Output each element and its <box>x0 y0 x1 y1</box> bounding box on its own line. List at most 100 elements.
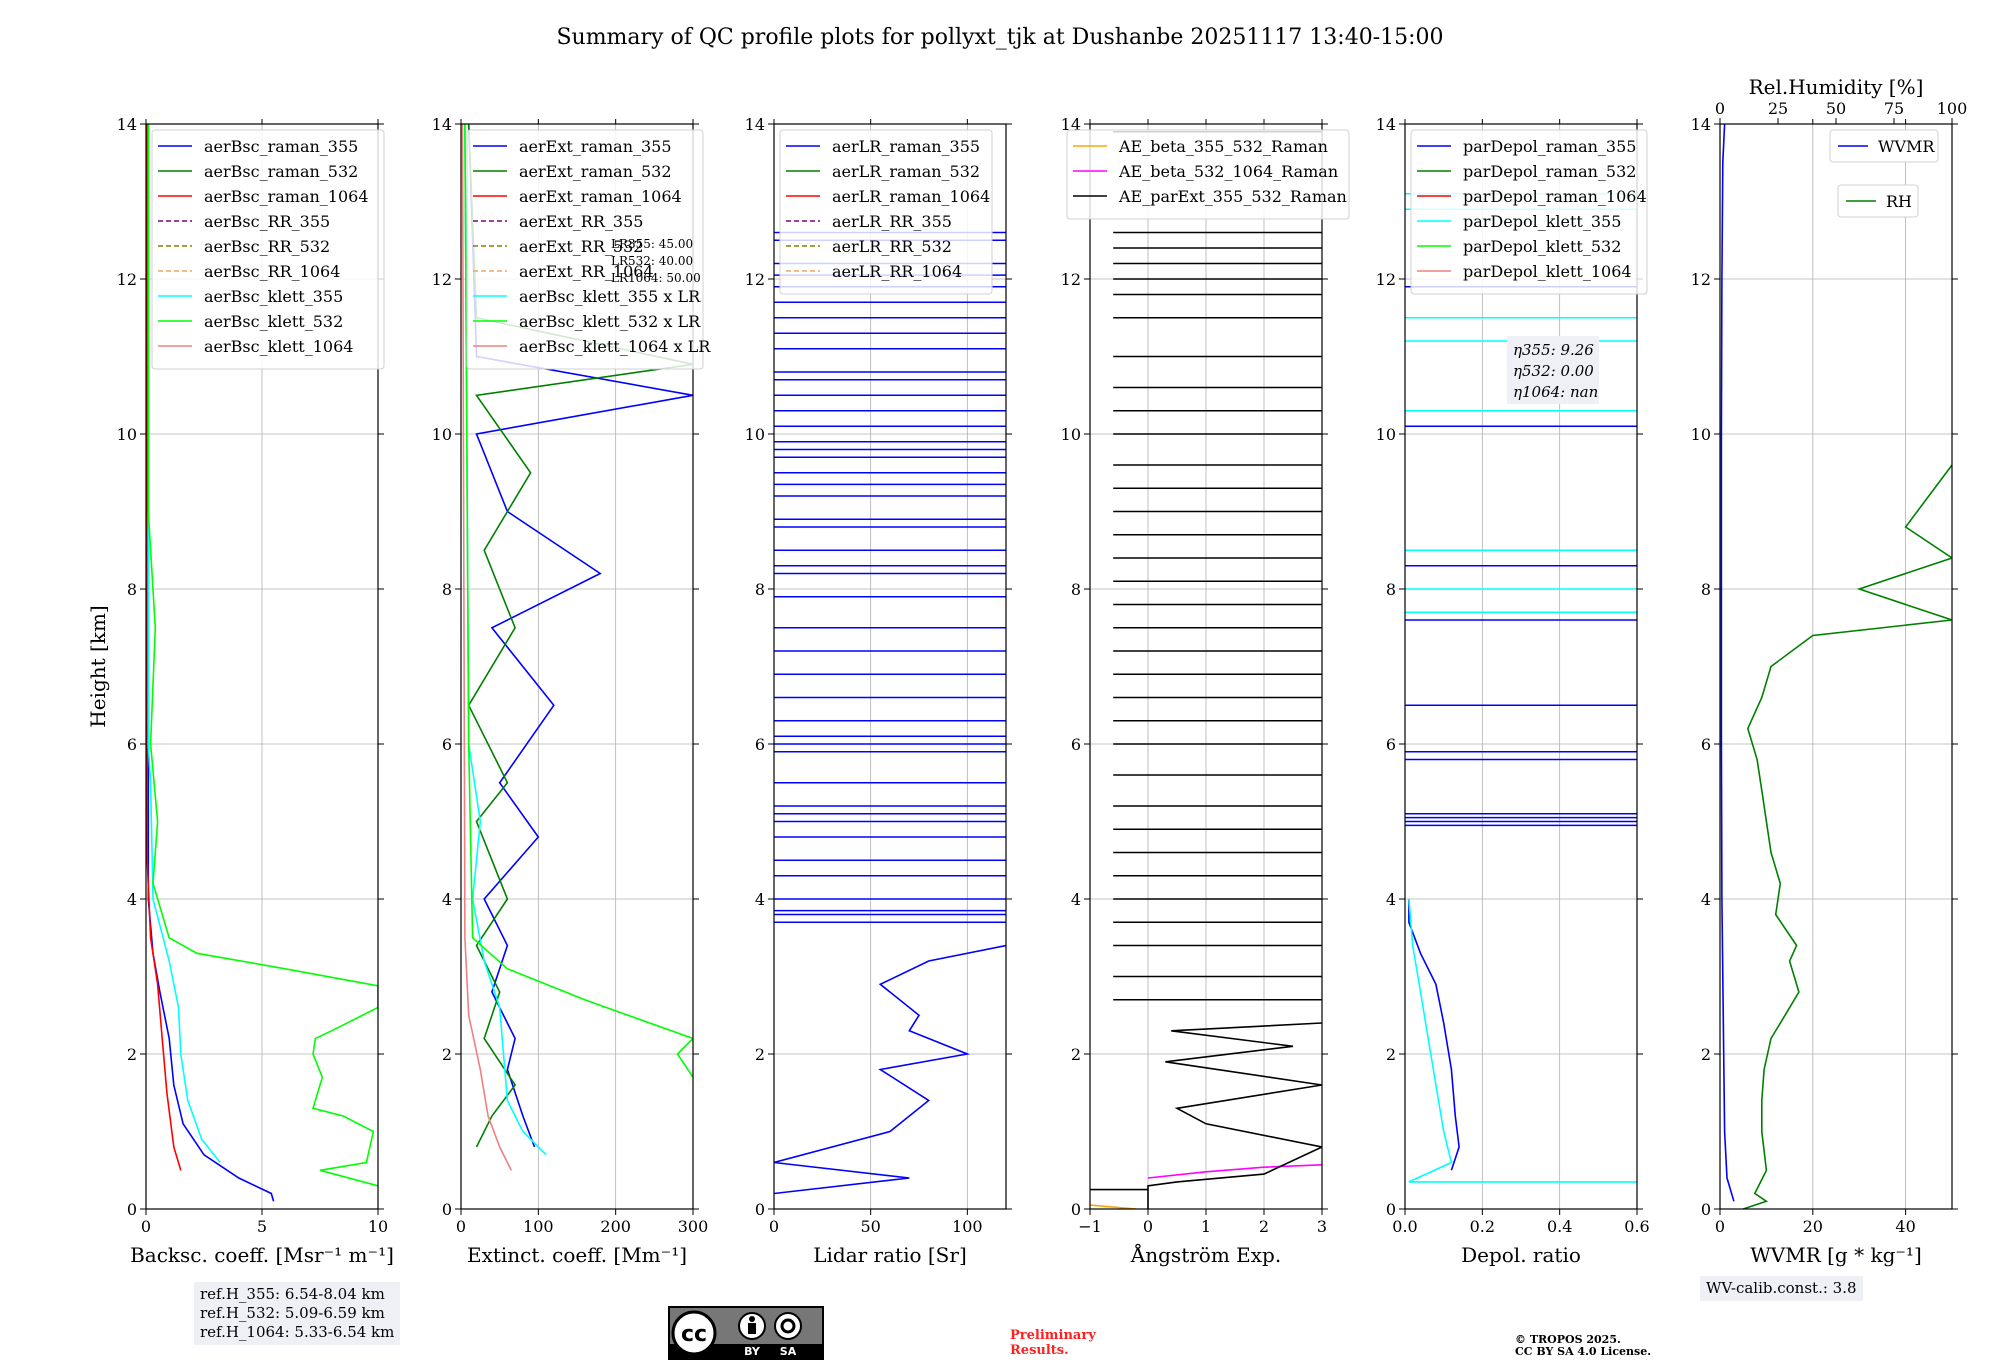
series-line-aerBsc_klett_1064 x LR <box>461 124 513 1171</box>
legend-label: parDepol_raman_532 <box>1463 162 1636 181</box>
series-line-aerBsc_klett_355 x LR <box>464 124 547 1156</box>
by-label: BY <box>744 1345 761 1358</box>
series-line-aerBsc_klett_532 <box>147 124 378 1187</box>
x-axis-label: Ångström Exp. <box>1130 1242 1281 1267</box>
legend-box-rh <box>1837 184 1919 218</box>
legend-box-wvmr <box>1829 129 1939 163</box>
y-tick-label: 8 <box>442 580 452 599</box>
legend-label: RH <box>1886 192 1912 211</box>
legend-label: parDepol_klett_532 <box>1463 237 1621 256</box>
x-tick-label: 200 <box>600 1217 631 1236</box>
legend-box <box>466 129 704 370</box>
ref-height-box: ref.H_355: 6.54-8.04 km ref.H_532: 5.09-… <box>194 1282 401 1345</box>
legend-label: aerLR_raman_532 <box>832 162 980 181</box>
y-tick-label: 0 <box>127 1200 137 1219</box>
legend-label: aerExt_raman_532 <box>519 162 672 181</box>
y-tick-label: 10 <box>745 425 765 444</box>
y-tick-label: 12 <box>1376 270 1396 289</box>
legend-label: aerBsc_RR_1064 <box>204 262 340 281</box>
y-tick-label: 0 <box>755 1200 765 1219</box>
legend-label: aerExt_RR_532 <box>519 237 643 256</box>
axes-frame <box>1089 123 1323 1210</box>
preliminary-note: Preliminary Results. <box>1010 1328 1096 1358</box>
y-tick-label: 0 <box>1701 1200 1711 1219</box>
ref-height-1064: ref.H_1064: 5.33-6.54 km <box>200 1323 395 1341</box>
ref-height-355: ref.H_355: 6.54-8.04 km <box>200 1285 385 1303</box>
y-tick-label: 4 <box>127 890 137 909</box>
legend-label: aerBsc_klett_1064 <box>204 337 353 356</box>
copyright-line1: © TROPOS 2025. <box>1515 1333 1621 1346</box>
legend-box <box>1410 129 1648 295</box>
lr-label: LR1064: 50.00 <box>611 271 701 285</box>
cc-icon: cc <box>681 1322 707 1347</box>
axes-frame <box>145 123 379 1210</box>
eta-label: η355: 9.26 <box>1513 341 1594 359</box>
legend-label: aerBsc_raman_532 <box>204 162 358 181</box>
legend-label: aerBsc_raman_1064 <box>204 187 369 206</box>
legend-label: parDepol_raman_1064 <box>1463 187 1647 206</box>
plot-area-bsc <box>146 124 378 1202</box>
cc-badge-graphic: cc BY SA <box>670 1310 822 1358</box>
series-line-RH <box>1742 464 1952 1209</box>
y-axis-label: Height [km] <box>86 605 110 727</box>
axes-frame <box>1719 123 1953 1210</box>
legend-label: aerLR_RR_532 <box>832 237 952 256</box>
panel-lr: 0 50 100 0 2 4 6 8 10 12 14 Lidar ratio [Sr] aerLR_r… <box>745 115 1012 1267</box>
eta-box <box>1507 336 1599 404</box>
legend: WVMR RH <box>1829 129 1939 218</box>
top-x-tick-label: 75 <box>1884 99 1904 118</box>
x-tick-label: 50 <box>860 1217 880 1236</box>
preliminary-line1: Preliminary <box>1010 1328 1096 1343</box>
y-tick-label: 10 <box>117 425 137 444</box>
copyright-note: © TROPOS 2025. CC BY SA 4.0 License. <box>1515 1334 1651 1358</box>
y-tick-label: 8 <box>127 580 137 599</box>
series-line-aerBsc_raman_355 <box>147 124 275 1202</box>
x-tick-label: 1 <box>1201 1217 1211 1236</box>
x-tick-label: 100 <box>952 1217 983 1236</box>
y-tick-label: 10 <box>1376 425 1396 444</box>
legend-label: parDepol_klett_355 <box>1463 212 1621 231</box>
y-tick-label: 0 <box>1071 1200 1081 1219</box>
legend-label: aerBsc_raman_355 <box>204 137 358 156</box>
x-tick-label: 0.4 <box>1547 1217 1572 1236</box>
y-tick-label: 8 <box>1071 580 1081 599</box>
y-tick-label: 12 <box>117 270 137 289</box>
legend-label: aerLR_raman_1064 <box>832 187 990 206</box>
series-line-aerExt_raman_532 <box>467 124 693 1148</box>
eta-label: η532: 0.00 <box>1513 362 1594 380</box>
y-tick-label: 4 <box>1701 890 1711 909</box>
x-tick-label: 0.0 <box>1392 1217 1417 1236</box>
y-tick-label: 2 <box>1071 1045 1081 1064</box>
x-tick-label: 0.6 <box>1624 1217 1649 1236</box>
legend-label: aerLR_RR_355 <box>832 212 952 231</box>
copyright-line2: CC BY SA 4.0 License. <box>1515 1345 1652 1358</box>
y-tick-label: 6 <box>1386 735 1396 754</box>
y-tick-label: 14 <box>117 115 137 134</box>
lr-label: LR532: 40.00 <box>611 254 693 268</box>
top-x-tick-label: 0 <box>1715 99 1725 118</box>
y-tick-label: 4 <box>1071 890 1081 909</box>
legend-box <box>779 129 993 295</box>
legend-label: parDepol_klett_1064 <box>1463 262 1632 281</box>
x-tick-label: 0.2 <box>1470 1217 1495 1236</box>
x-tick-label: 5 <box>257 1217 267 1236</box>
x-tick-label: 0 <box>141 1217 151 1236</box>
y-tick-label: 2 <box>755 1045 765 1064</box>
lr-label: LR355: 45.00 <box>611 237 693 251</box>
y-tick-label: 6 <box>1071 735 1081 754</box>
legend-label: parDepol_raman_355 <box>1463 137 1636 156</box>
x-axis-label: WVMR [g * kg⁻¹] <box>1750 1243 1922 1267</box>
series-line-aerBsc_raman_1064 <box>146 124 182 1171</box>
preliminary-line2: Results. <box>1010 1343 1069 1358</box>
x-tick-label: 10 <box>368 1217 388 1236</box>
plot-area-wv <box>1720 124 1952 1209</box>
series-line-aerBsc_klett_532 x LR <box>464 124 693 1078</box>
eta-label: η1064: nan <box>1513 383 1598 401</box>
legend-label: WVMR <box>1878 137 1935 156</box>
series-line-AE_beta_532_1064_Raman <box>1147 1164 1322 1179</box>
x-tick-label: 0 <box>1143 1217 1153 1236</box>
x-axis-label: Depol. ratio <box>1461 1243 1581 1267</box>
legend-label: aerExt_RR_1064 <box>519 262 654 281</box>
